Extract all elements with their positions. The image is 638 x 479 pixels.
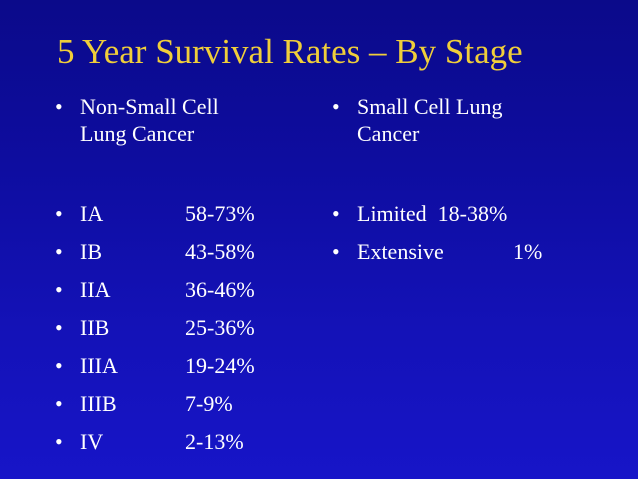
- stage-label: IIIB: [80, 390, 185, 417]
- slide-title: 5 Year Survival Rates – By Stage: [57, 30, 523, 74]
- sclc-heading-line1: Small Cell Lung: [357, 93, 612, 120]
- stage-row: • Extensive 1%: [332, 238, 612, 276]
- stage-label: IIA: [80, 276, 185, 303]
- stage-label: IIB: [80, 314, 185, 341]
- stage-rate: 1%: [513, 238, 542, 265]
- nsclc-heading-line1: Non-Small Cell: [80, 93, 315, 120]
- stage-row: • IIB 25-36%: [55, 314, 315, 352]
- stage-rate: 43-58%: [185, 238, 255, 265]
- bullet-dot: •: [55, 238, 63, 265]
- stage-row: • IB 43-58%: [55, 238, 315, 276]
- bullet-dot: •: [55, 390, 63, 417]
- bullet-dot: •: [55, 93, 63, 120]
- stage-label: Limited: [357, 200, 427, 227]
- nsclc-heading: • Non-Small Cell Lung Cancer: [55, 93, 315, 147]
- bullet-dot: •: [332, 200, 340, 227]
- sclc-heading: • Small Cell Lung Cancer: [332, 93, 612, 147]
- stage-rate: 18-38%: [438, 200, 508, 227]
- bullet-dot: •: [55, 352, 63, 379]
- stage-row: • Limited 18-38%: [332, 200, 612, 238]
- stage-label: IIIA: [80, 352, 185, 379]
- stage-rate: 19-24%: [185, 352, 255, 379]
- stage-label: Extensive: [357, 238, 513, 265]
- stage-rate: 7-9%: [185, 390, 233, 417]
- stage-row: • IA 58-73%: [55, 200, 315, 238]
- nsclc-heading-line2: Lung Cancer: [80, 120, 315, 147]
- bullet-dot: •: [55, 428, 63, 455]
- sclc-column: • Small Cell Lung Cancer • Limited 18-38…: [332, 93, 612, 276]
- bullet-dot: •: [55, 200, 63, 227]
- stage-rate: 58-73%: [185, 200, 255, 227]
- bullet-dot: •: [332, 238, 340, 265]
- stage-row: • IIIA 19-24%: [55, 352, 315, 390]
- stage-label: IB: [80, 238, 185, 265]
- stage-rate: 2-13%: [185, 428, 244, 455]
- stage-label: IA: [80, 200, 185, 227]
- stage-label: IV: [80, 428, 185, 455]
- stage-row: • IV 2-13%: [55, 428, 315, 466]
- bullet-dot: •: [332, 93, 340, 120]
- sclc-heading-line2: Cancer: [357, 120, 612, 147]
- stage-row: • IIIB 7-9%: [55, 390, 315, 428]
- bullet-dot: •: [55, 314, 63, 341]
- stage-row: • IIA 36-46%: [55, 276, 315, 314]
- stage-rate: 25-36%: [185, 314, 255, 341]
- stage-rate: 36-46%: [185, 276, 255, 303]
- nsclc-column: • Non-Small Cell Lung Cancer • IA 58-73% …: [55, 93, 315, 466]
- bullet-dot: •: [55, 276, 63, 303]
